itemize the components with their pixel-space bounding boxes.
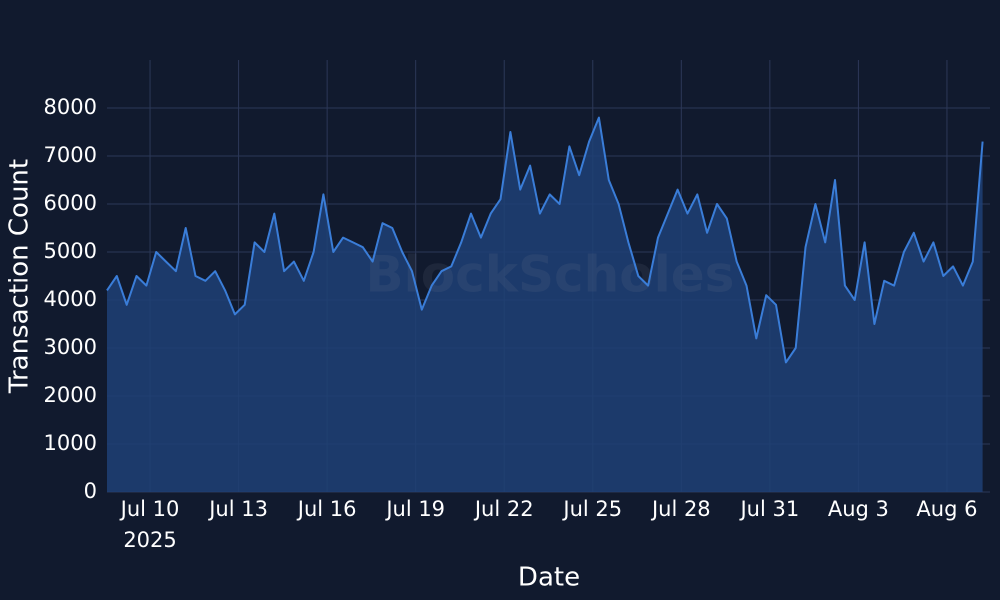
y-axis-title: Transaction Count: [5, 159, 35, 394]
x-tick-label: Jul 25: [561, 497, 622, 521]
x-tick-label: Jul 22: [473, 497, 534, 521]
x-tick-label: Aug 6: [916, 497, 977, 521]
x-axis-title: Date: [518, 563, 580, 593]
y-tick-label: 8000: [44, 95, 97, 119]
x-tick-label: Jul 19: [384, 497, 445, 521]
x-tick-label: Jul 31: [738, 497, 799, 521]
y-tick-label: 0: [84, 479, 97, 503]
watermark: BlockScholes: [366, 246, 735, 304]
x-year-label: 2025: [123, 528, 176, 552]
line: [106, 116, 984, 364]
x-tick-label: Jul 10: [119, 497, 180, 521]
y-tick-label: 1000: [44, 431, 97, 455]
y-tick-label: 6000: [44, 191, 97, 215]
x-tick-label: Jul 13: [207, 497, 268, 521]
y-tick-label: 3000: [44, 335, 97, 359]
y-tick-label: 5000: [44, 239, 97, 263]
y-tick-label: 7000: [44, 143, 97, 167]
x-tick-label: Jul 16: [296, 497, 357, 521]
x-tick-label: Aug 3: [828, 497, 889, 521]
x-tick-label: Jul 28: [650, 497, 711, 521]
y-tick-label: 2000: [44, 383, 97, 407]
y-tick-label: 4000: [44, 287, 97, 311]
